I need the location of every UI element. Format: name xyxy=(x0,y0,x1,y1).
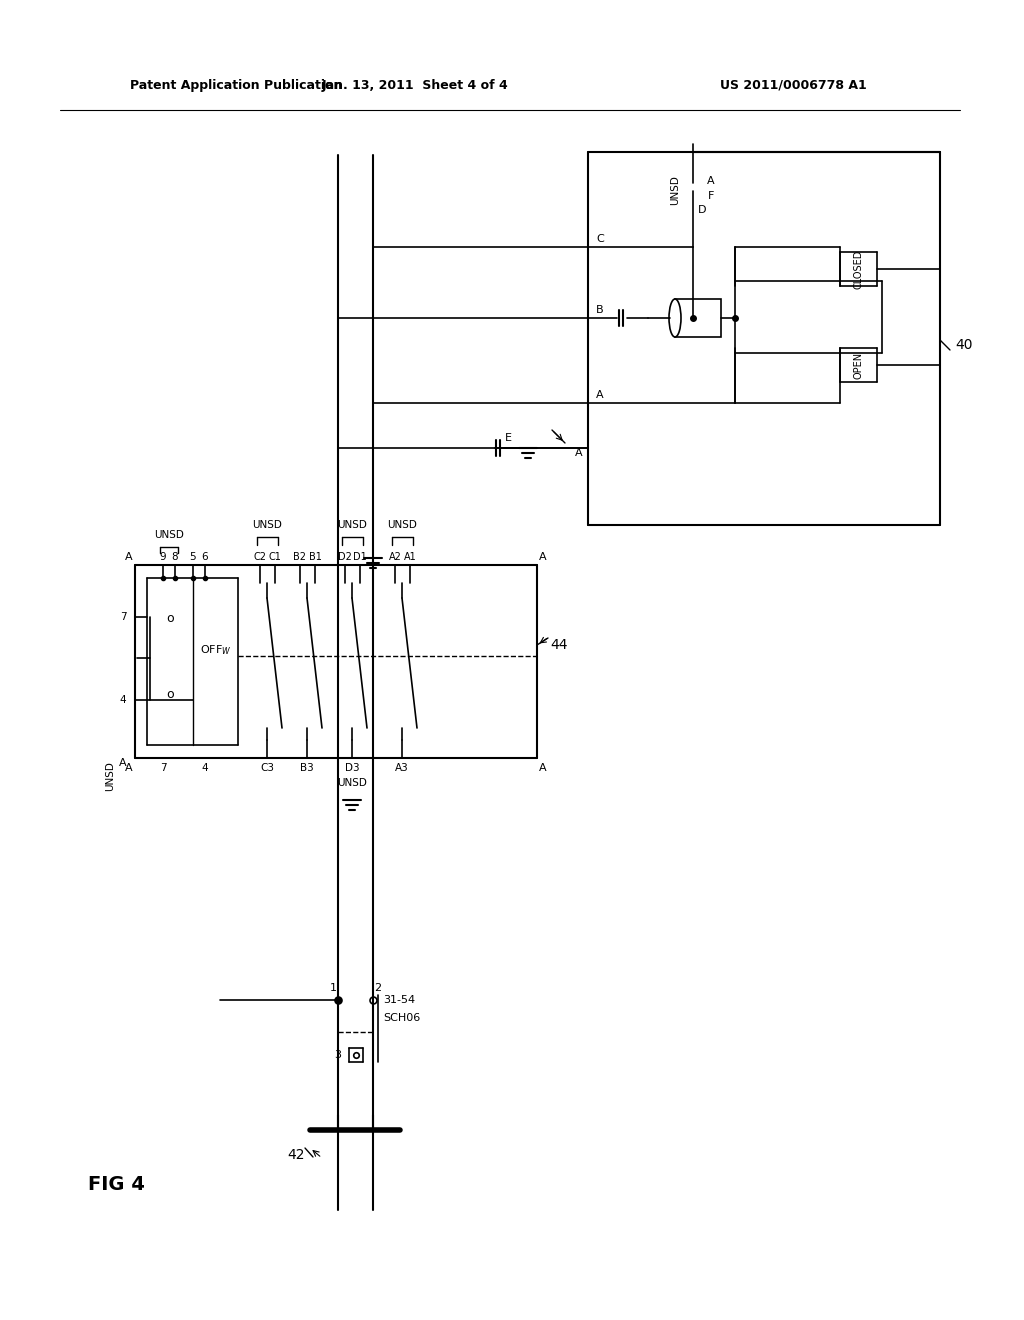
Text: 31-54: 31-54 xyxy=(383,995,415,1005)
Text: A1: A1 xyxy=(403,552,417,562)
Text: UNSD: UNSD xyxy=(337,777,367,788)
Text: 8: 8 xyxy=(172,552,178,562)
Text: D: D xyxy=(698,205,707,215)
Text: A: A xyxy=(539,763,547,774)
Text: B3: B3 xyxy=(300,763,314,774)
Text: D3: D3 xyxy=(345,763,359,774)
Text: UNSD: UNSD xyxy=(337,520,367,531)
Text: B2: B2 xyxy=(294,552,306,562)
Text: UNSD: UNSD xyxy=(387,520,417,531)
Text: FIG 4: FIG 4 xyxy=(88,1176,144,1195)
Text: 7: 7 xyxy=(120,612,126,622)
Text: SCH06: SCH06 xyxy=(383,1012,420,1023)
Text: 9: 9 xyxy=(160,552,166,562)
Bar xyxy=(675,300,721,337)
Text: UNSD: UNSD xyxy=(154,531,184,540)
Text: o: o xyxy=(166,689,174,701)
Text: B1: B1 xyxy=(308,552,322,562)
Text: B: B xyxy=(596,305,603,315)
Text: A: A xyxy=(575,447,583,458)
Text: Jan. 13, 2011  Sheet 4 of 4: Jan. 13, 2011 Sheet 4 of 4 xyxy=(322,78,508,91)
Text: 42: 42 xyxy=(288,1148,305,1162)
Text: 4: 4 xyxy=(120,696,126,705)
Text: F: F xyxy=(708,191,714,201)
Text: A: A xyxy=(539,552,547,562)
Text: A2: A2 xyxy=(388,552,401,562)
Text: CLOSED: CLOSED xyxy=(853,249,863,289)
Text: 5: 5 xyxy=(189,552,197,562)
Text: C3: C3 xyxy=(260,763,274,774)
Text: A: A xyxy=(125,763,133,774)
Text: A: A xyxy=(119,758,127,768)
Text: Patent Application Publication: Patent Application Publication xyxy=(130,78,342,91)
Text: 3: 3 xyxy=(334,1049,341,1060)
Text: D2: D2 xyxy=(338,552,352,562)
Text: C1: C1 xyxy=(268,552,282,562)
Text: OPEN: OPEN xyxy=(853,351,863,379)
Text: E: E xyxy=(505,433,512,444)
Ellipse shape xyxy=(669,300,681,337)
Text: 7: 7 xyxy=(160,763,166,774)
Text: A3: A3 xyxy=(395,763,409,774)
Text: 6: 6 xyxy=(202,552,208,562)
Text: 1: 1 xyxy=(330,983,337,993)
Text: UNSD: UNSD xyxy=(670,176,680,205)
Text: A: A xyxy=(125,552,133,562)
Text: 2: 2 xyxy=(375,983,382,993)
Text: OFF$_W$: OFF$_W$ xyxy=(201,643,231,657)
Text: UNSD: UNSD xyxy=(105,762,115,791)
Text: A: A xyxy=(708,176,715,186)
Text: 44: 44 xyxy=(550,638,567,652)
Text: A: A xyxy=(596,389,603,400)
Text: C2: C2 xyxy=(254,552,266,562)
Text: UNSD: UNSD xyxy=(252,520,282,531)
Text: C: C xyxy=(596,234,604,244)
Text: US 2011/0006778 A1: US 2011/0006778 A1 xyxy=(720,78,866,91)
Text: D1: D1 xyxy=(353,552,367,562)
Text: 4: 4 xyxy=(202,763,208,774)
Text: 40: 40 xyxy=(955,338,973,352)
Text: o: o xyxy=(166,611,174,624)
